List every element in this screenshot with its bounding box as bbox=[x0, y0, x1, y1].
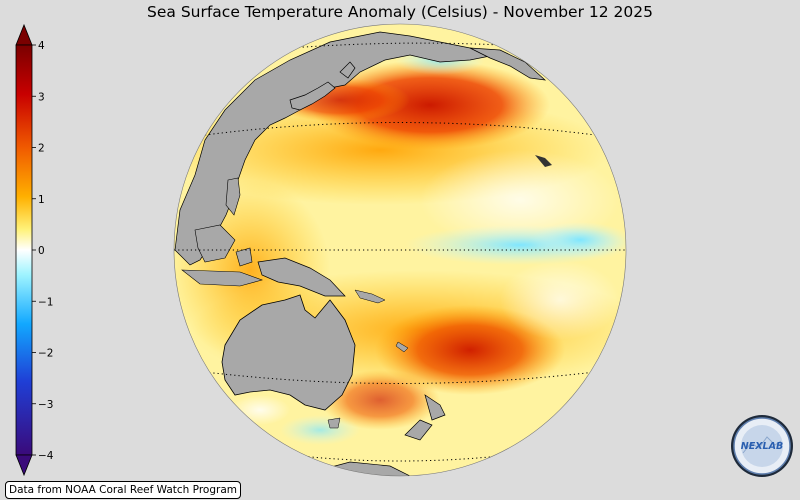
colorbar-bottom-arrow bbox=[15, 454, 33, 477]
antarctica-edge bbox=[319, 461, 412, 476]
colorbar: 4 3 2 1 0 −1 −2 −3 −4 bbox=[15, 23, 54, 477]
australia bbox=[221, 294, 356, 411]
sst-anomaly-field bbox=[174, 24, 626, 476]
new-guinea bbox=[257, 257, 346, 297]
globe-outline bbox=[173, 23, 627, 477]
logo-text: NEXLAB bbox=[741, 441, 783, 452]
nexlab-logo-icon: NEXLAB bbox=[731, 415, 793, 477]
map-title: Sea Surface Temperature Anomaly (Celsius… bbox=[147, 3, 653, 21]
latitude-line-60n bbox=[289, 42, 501, 49]
colorbar-tick-label: −1 bbox=[38, 296, 53, 308]
colorbar-tick-label: 1 bbox=[38, 194, 45, 206]
colorbar-tick-label: −4 bbox=[38, 450, 54, 462]
colorbar-tick-label: 0 bbox=[38, 245, 45, 257]
colorbar-tick-label: −2 bbox=[38, 348, 53, 360]
new-zealand bbox=[404, 394, 446, 441]
colorbar-tick-label: 4 bbox=[38, 40, 45, 52]
colorbar-tick-label: 2 bbox=[38, 143, 45, 155]
data-source-credit: Data from NOAA Coral Reef Watch Program bbox=[5, 481, 241, 499]
japan-islands bbox=[289, 61, 356, 111]
colorbar-tick-label: −3 bbox=[38, 399, 53, 411]
colorbar-tick-label: 3 bbox=[38, 91, 45, 103]
